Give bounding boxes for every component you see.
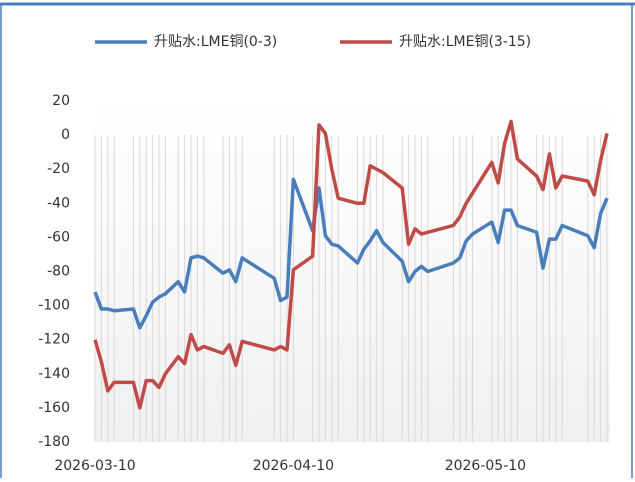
y-tick-label: -100 [38, 298, 70, 314]
x-tick-label: 2026-03-10 [54, 458, 135, 474]
y-tick-label: -160 [38, 400, 70, 416]
y-tick-label: -140 [38, 366, 70, 382]
y-tick-label: -60 [47, 229, 70, 245]
y-tick-label: -80 [47, 264, 70, 280]
y-tick-label: -180 [38, 434, 70, 450]
legend-label: 升贴水:LME铜(3-15) [399, 34, 531, 50]
series-line [93, 119, 609, 410]
x-tick-label: 2026-05-10 [445, 458, 526, 474]
legend-label: 升贴水:LME铜(0-3) [154, 34, 277, 50]
y-tick-label: -40 [47, 195, 70, 211]
y-tick-label: -120 [38, 332, 70, 348]
plot-area [95, 101, 610, 442]
y-tick-label: -20 [47, 161, 70, 177]
y-tick-label: 0 [61, 127, 70, 143]
x-tick-label: 2026-04-10 [253, 458, 334, 474]
series-line [93, 177, 609, 330]
y-tick-label: 20 [52, 93, 70, 109]
legend: 升贴水:LME铜(0-3) 升贴水:LME铜(3-15) [95, 34, 531, 50]
